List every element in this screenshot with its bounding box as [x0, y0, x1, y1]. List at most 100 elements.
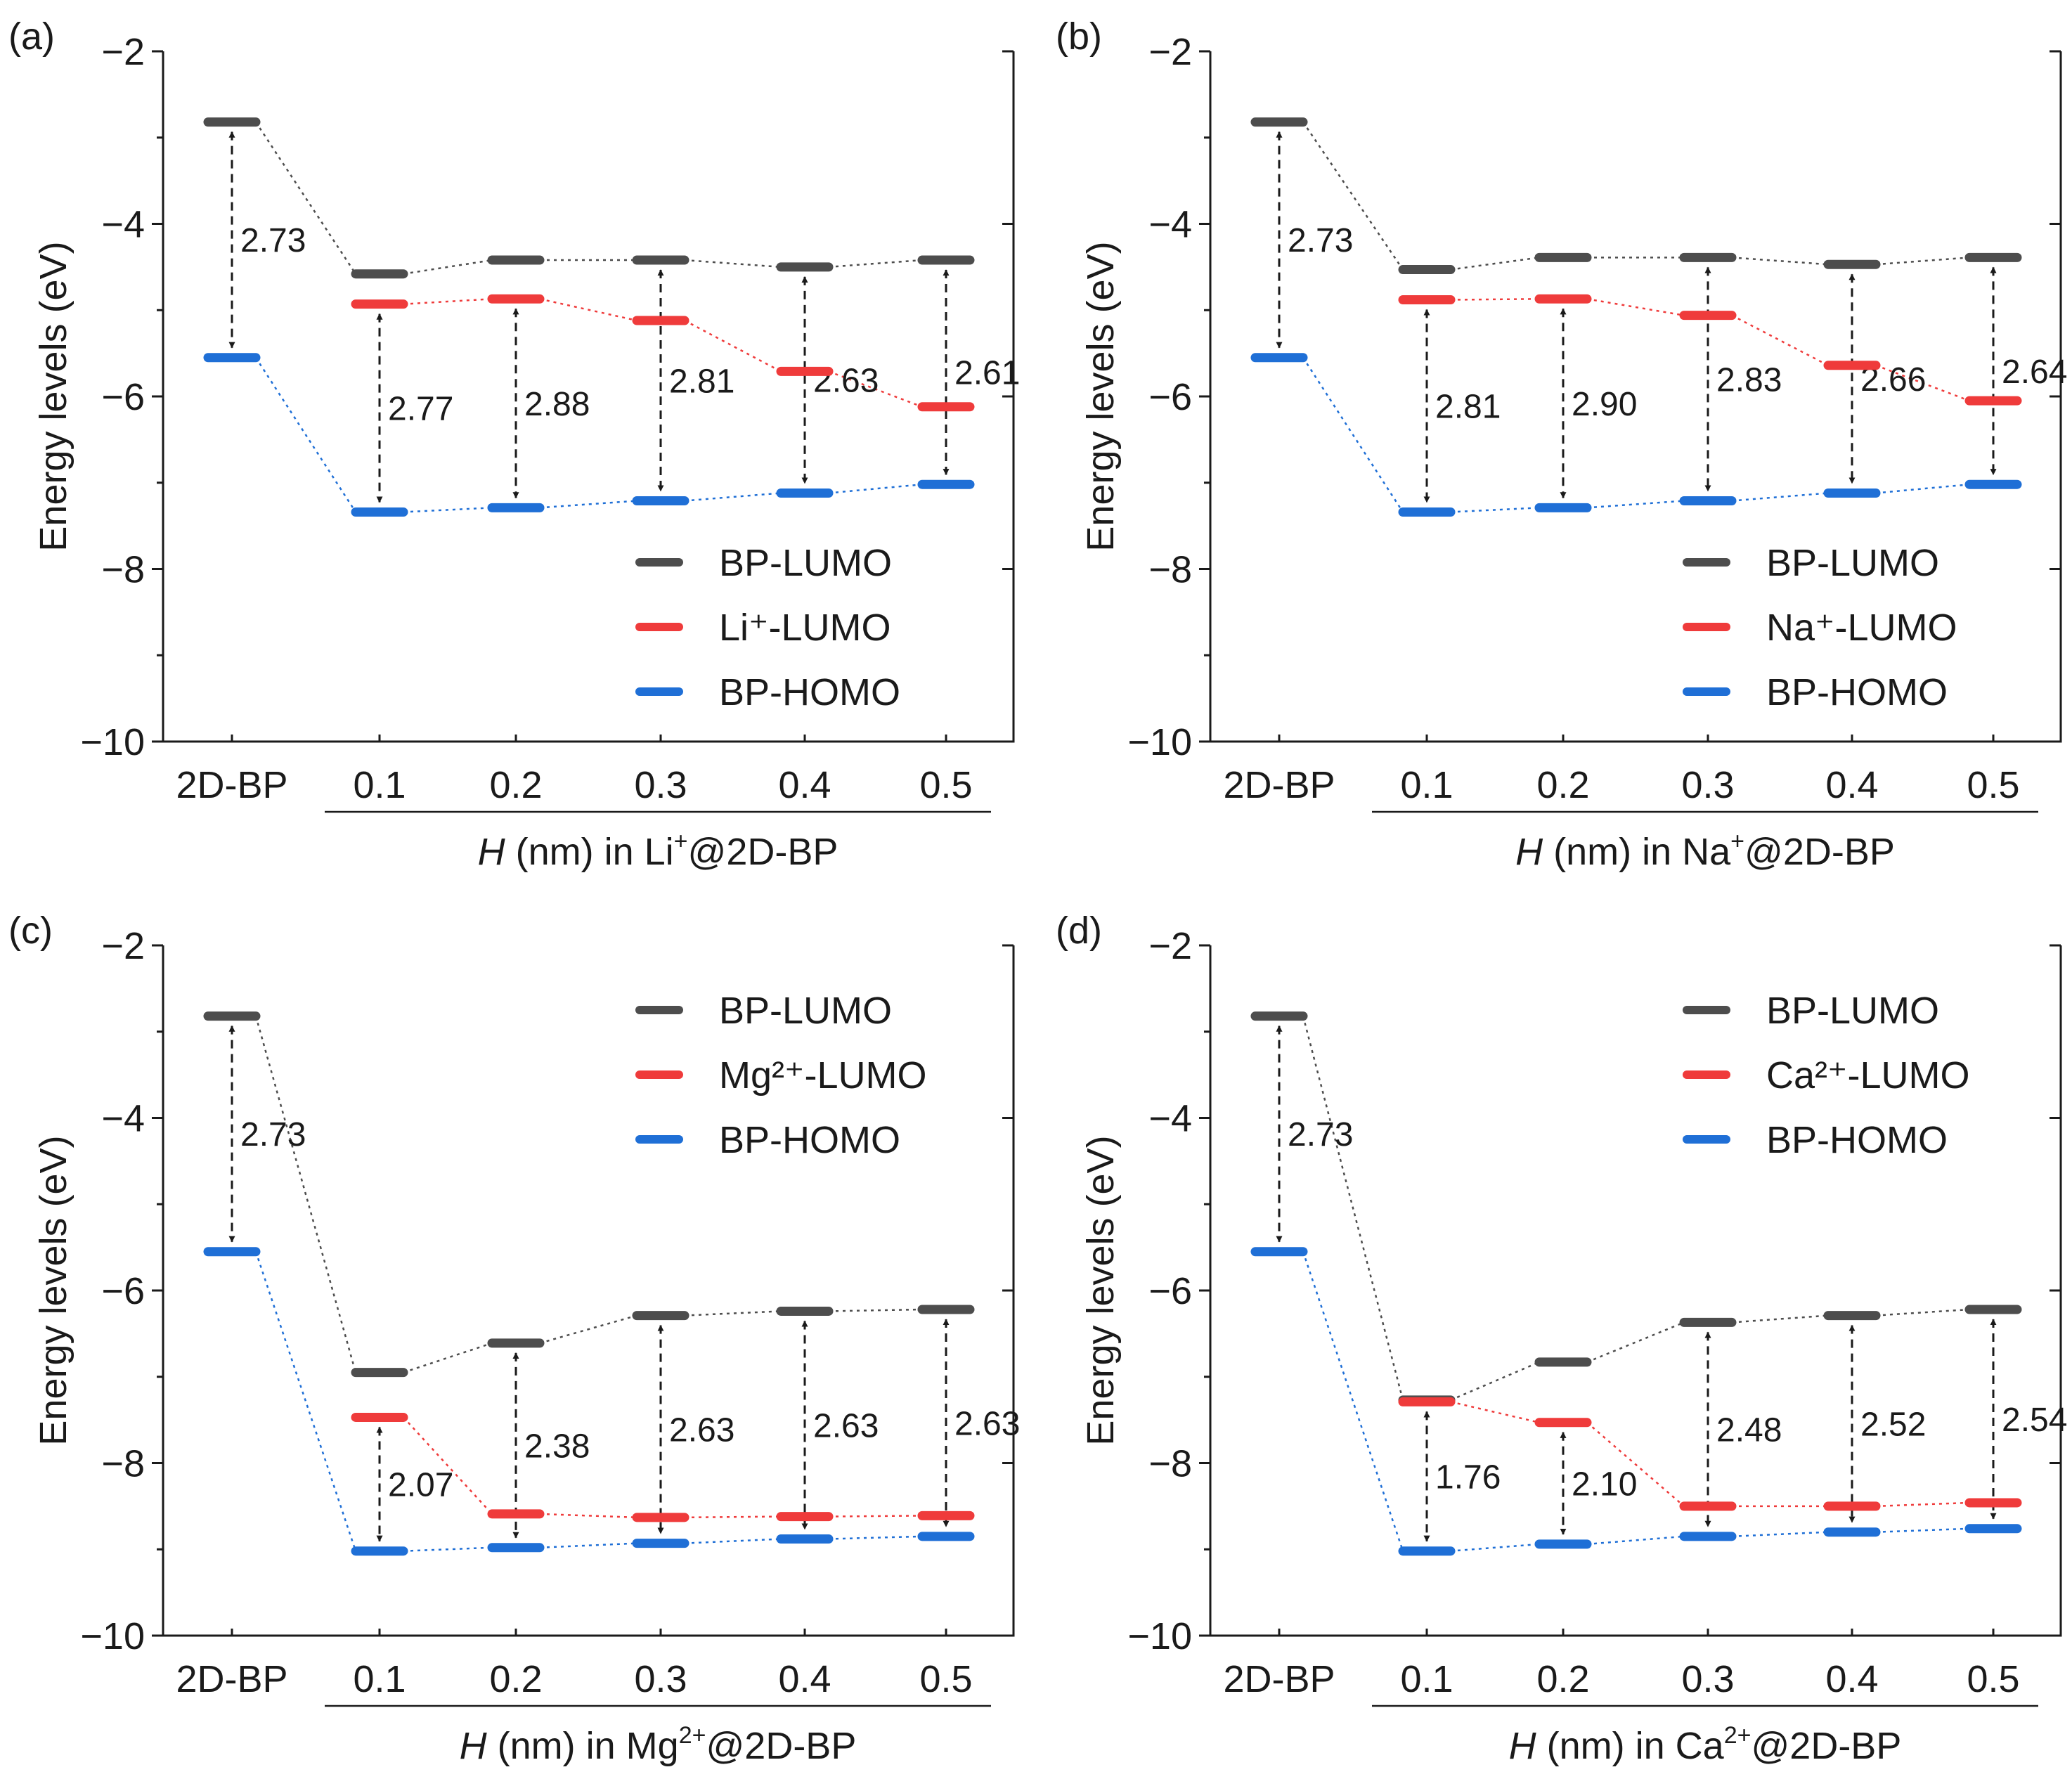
x-axis-title: H (nm) in Ca2+@2D-BP [1509, 1722, 1902, 1767]
gap-label: 1.76 [1435, 1459, 1501, 1496]
ion_lumo-connector [1586, 298, 1685, 316]
bp_homo-connector [539, 1542, 637, 1549]
x-tick-label: 0.3 [1681, 1658, 1734, 1700]
gap-label: 2.73 [240, 222, 306, 259]
bp_homo-connector [828, 483, 923, 494]
bp_lumo-connector [539, 1314, 637, 1345]
x-tick-label: 0.2 [489, 1658, 542, 1700]
chart-panel-d: (d) −10 −8 −6 −4 −2 Energy levels (eV) 2D-BP 0.1… [1056, 910, 2067, 1767]
bp_homo-connector [1875, 1527, 1970, 1533]
x-axis-title: H (nm) in Mg2+@2D-BP [460, 1722, 857, 1767]
ion_lumo-connector [403, 298, 493, 305]
y-axis-title: Energy levels (eV) [32, 1135, 75, 1445]
legend-label: Na⁺-LUMO [1766, 607, 1957, 649]
x-tick-label: 0.1 [353, 764, 406, 806]
bp_lumo-connector [1586, 1321, 1685, 1364]
bp_lumo-connector [1450, 257, 1540, 271]
panel-label: (b) [1056, 15, 1102, 58]
x-tick-label: 0.4 [778, 1658, 831, 1700]
bp_homo-connector [403, 1546, 493, 1552]
x-tick-label: 0.4 [778, 764, 831, 806]
gap-label: 2.52 [1860, 1406, 1926, 1444]
x-tick-label: 2D-BP [176, 764, 287, 806]
bp_homo-connector [1731, 492, 1829, 502]
x-tick-label: 2D-BP [176, 1658, 287, 1700]
bp_lumo-connector [684, 1310, 782, 1317]
bp_homo-connector [684, 1538, 782, 1544]
bp_lumo-connector [828, 259, 923, 269]
legend-label: BP-LUMO [719, 990, 892, 1032]
gap-label: 2.88 [524, 386, 590, 423]
legend: BP-LUMO Na⁺-LUMO BP-HOMO [1683, 542, 1957, 713]
bp_lumo-connector [403, 259, 493, 275]
gap-label: 2.73 [240, 1116, 306, 1153]
x-axis-title: H (nm) in Na+@2D-BP [1515, 828, 1895, 873]
bp_lumo-connector [254, 1016, 357, 1373]
legend-label: BP-LUMO [1766, 542, 1939, 584]
x-tick-label: 0.3 [634, 764, 687, 806]
y-tick-label: −2 [1148, 925, 1192, 967]
y-tick-label: −2 [101, 31, 145, 73]
ion_lumo-connector [539, 298, 637, 322]
x-tick-label: 0.1 [353, 1658, 406, 1700]
ion_lumo-connector [403, 1416, 493, 1515]
ion_lumo-connector [1450, 1401, 1540, 1424]
bp_homo-connector [1302, 357, 1404, 513]
y-tick-label: −10 [1127, 721, 1192, 763]
panel-label: (c) [8, 910, 53, 952]
y-tick-label: −10 [80, 721, 145, 763]
bp_homo-connector [1731, 1531, 1829, 1538]
panel-label: (a) [8, 15, 55, 58]
y-tick-label: −2 [101, 925, 145, 967]
gap-label: 2.48 [1716, 1412, 1782, 1449]
ion_lumo-connector [1875, 1501, 1970, 1508]
bp_homo-connector [403, 507, 493, 513]
gap-label: 2.61 [954, 355, 1020, 392]
gap-label: 2.77 [388, 391, 453, 428]
ion_lumo-connector [539, 1513, 637, 1519]
bp_homo-connector [828, 1535, 923, 1540]
y-tick-label: −6 [101, 376, 145, 418]
ion_lumo-connector [1875, 364, 1970, 402]
x-tick-label: 2D-BP [1223, 1658, 1335, 1700]
gap-label: 2.64 [2002, 354, 2067, 391]
gap-label: 2.81 [669, 363, 734, 400]
y-tick-label: −4 [1148, 204, 1192, 246]
x-tick-label: 0.5 [919, 1658, 972, 1700]
x-axis-title: H (nm) in Li+@2D-BP [478, 828, 838, 873]
x-tick-label: 0.5 [919, 764, 972, 806]
gap-label: 2.73 [1288, 1116, 1353, 1153]
bp_homo-connector [1450, 507, 1540, 513]
y-tick-label: −4 [101, 1098, 145, 1140]
chart-panel-c: (c) −10 −8 −6 −4 −2 Energy levels (eV) 2D-BP 0.1… [8, 910, 1020, 1767]
x-tick-label: 0.4 [1825, 1658, 1878, 1700]
bp_homo-connector [254, 1251, 357, 1552]
y-tick-label: −4 [101, 204, 145, 246]
x-tick-label: 0.5 [1967, 1658, 2019, 1700]
y-tick-label: −8 [1148, 1443, 1192, 1485]
legend-label: BP-LUMO [719, 542, 892, 584]
x-tick-label: 0.3 [634, 1658, 687, 1700]
legend-label: BP-HOMO [719, 1119, 900, 1161]
y-tick-label: −8 [101, 1443, 145, 1485]
bp_homo-connector [1302, 1251, 1404, 1552]
ion_lumo-connector [1586, 1421, 1685, 1507]
bp_lumo-connector [828, 1308, 923, 1312]
x-tick-label: 0.2 [1536, 764, 1589, 806]
y-tick-label: −6 [101, 1270, 145, 1312]
gap-label: 2.10 [1572, 1466, 1637, 1503]
bp_homo-connector [1450, 1543, 1540, 1552]
x-tick-label: 0.2 [489, 764, 542, 806]
legend-label: BP-HOMO [1766, 671, 1948, 713]
bp_lumo-connector [1731, 1314, 1829, 1324]
ion_lumo-connector [828, 1515, 923, 1518]
ion_lumo-connector [684, 1515, 782, 1519]
y-tick-label: −8 [1148, 549, 1192, 591]
y-tick-label: −6 [1148, 1270, 1192, 1312]
x-tick-label: 0.2 [1536, 1658, 1589, 1700]
gap-label: 2.07 [388, 1467, 453, 1504]
gap-label: 2.63 [954, 1405, 1020, 1442]
y-axis-title: Energy levels (eV) [32, 241, 75, 551]
bp_lumo-connector [1731, 257, 1829, 266]
